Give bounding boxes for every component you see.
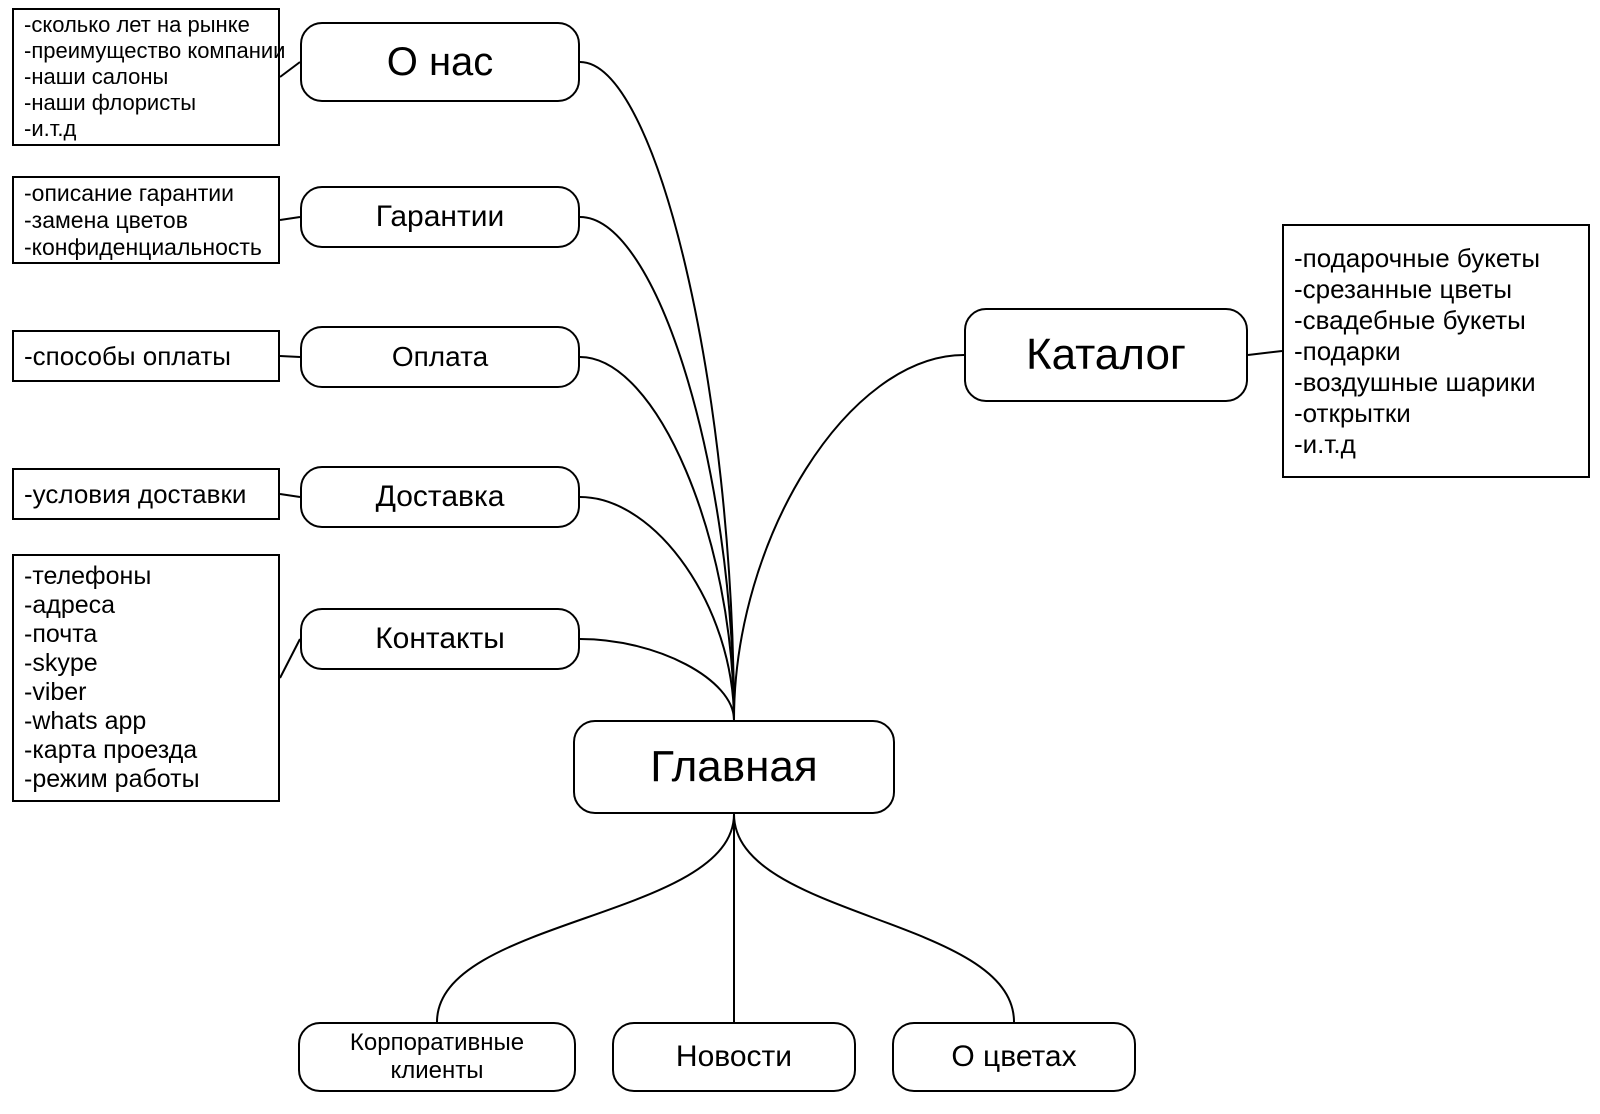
edge [734, 814, 1014, 1022]
detail-line: -почта [24, 620, 268, 649]
edge [580, 357, 734, 720]
detail-line: -условия доставки [24, 479, 268, 510]
node-about: О нас [300, 22, 580, 102]
detail-line: -viber [24, 678, 268, 707]
edge [580, 639, 734, 720]
detail-line: -замена цветов [24, 207, 268, 234]
detail-line: -конфиденциальность [24, 234, 268, 261]
detail-line: -whats app [24, 707, 268, 736]
detail-contacts_d: -телефоны-адреса-почта-skype-viber-whats… [12, 554, 280, 802]
node-payment: Оплата [300, 326, 580, 388]
node-contacts: Контакты [300, 608, 580, 670]
detail-line: -и.т.д [1294, 429, 1578, 460]
detail-line: -свадебные букеты [1294, 305, 1578, 336]
node-news: Новости [612, 1022, 856, 1092]
detail-about_d: -сколько лет на рынке-преимущество компа… [12, 8, 280, 146]
edge [734, 355, 964, 720]
node-label: Новости [676, 1040, 792, 1075]
edge [437, 814, 734, 1022]
node-label: Главная [650, 742, 817, 793]
node-label: Каталог [1026, 330, 1186, 381]
detail-line: -срезанные цветы [1294, 274, 1578, 305]
edge [280, 639, 300, 678]
detail-line: -воздушные шарики [1294, 367, 1578, 398]
edge [580, 497, 734, 720]
detail-warranty_d: -описание гарантии-замена цветов-конфиде… [12, 176, 280, 264]
edge [580, 217, 734, 720]
edge [1248, 351, 1282, 355]
sitemap-diagram: Главная Каталог О нас Гарантии Оплата Доставк… [0, 0, 1600, 1114]
node-label: Гарантии [376, 200, 504, 235]
node-main: Главная [573, 720, 895, 814]
detail-line: -наши флористы [24, 90, 268, 116]
edge [280, 494, 300, 497]
detail-line: -описание гарантии [24, 180, 268, 207]
edge [580, 62, 734, 720]
detail-line: -телефоны [24, 562, 268, 591]
detail-line: -skype [24, 649, 268, 678]
node-label: Контакты [375, 622, 505, 657]
detail-delivery_d: -условия доставки [12, 468, 280, 520]
detail-line: -подарочные букеты [1294, 243, 1578, 274]
node-label: Доставка [376, 480, 505, 515]
node-label: Оплата [392, 341, 488, 373]
detail-line: -режим работы [24, 765, 268, 794]
detail-line: -и.т.д [24, 116, 268, 142]
detail-catalog_d: -подарочные букеты-срезанные цветы-сваде… [1282, 224, 1590, 478]
node-label: О нас [387, 39, 494, 85]
detail-line: -подарки [1294, 336, 1578, 367]
detail-line: -сколько лет на рынке [24, 12, 268, 38]
detail-line: -способы оплаты [24, 341, 268, 372]
detail-line: -наши салоны [24, 64, 268, 90]
detail-line: -карта проезда [24, 736, 268, 765]
edge [280, 356, 300, 357]
node-label: О цветах [951, 1040, 1076, 1075]
node-flowers: О цветах [892, 1022, 1136, 1092]
edge [280, 62, 300, 77]
detail-payment_d: -способы оплаты [12, 330, 280, 382]
detail-line: -открытки [1294, 398, 1578, 429]
node-warranty: Гарантии [300, 186, 580, 248]
node-delivery: Доставка [300, 466, 580, 528]
node-catalog: Каталог [964, 308, 1248, 402]
detail-line: -адреса [24, 591, 268, 620]
node-corp: Корпоративные клиенты [298, 1022, 576, 1092]
node-label: Корпоративные клиенты [350, 1029, 524, 1084]
edge [280, 217, 300, 220]
detail-line: -преимущество компании [24, 38, 268, 64]
